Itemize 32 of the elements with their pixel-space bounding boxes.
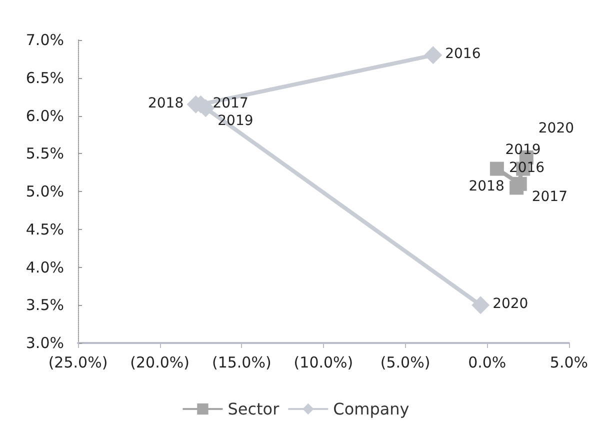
annotation: 2016 [445,46,481,62]
x-tick-label: (20.0%) [130,354,190,372]
y-tick-label: 7.0% [26,31,64,49]
y-tick-label: 3.0% [26,334,64,352]
annotation: 2019 [505,142,541,158]
y-tick-label: 3.5% [26,296,64,314]
x-tick-label: 5.0% [550,354,588,372]
annotation: 2016 [508,160,545,176]
annotation: 2020 [492,296,528,312]
x-tick-label: (15.0%) [212,354,272,372]
point [424,46,442,64]
annotation: 2018 [468,178,504,195]
legend-label: Sector [228,400,280,418]
annotation: 2017 [212,95,248,112]
point [472,296,490,314]
annotation: 2019 [218,113,254,130]
x-tick-label: (25.0%) [48,354,108,372]
x-tick-label: (5.0%) [380,354,430,372]
point [490,162,504,176]
annotation: 2018 [148,95,184,112]
x-tick-label: 0.0% [468,354,506,372]
legend-label: Company [333,400,410,418]
y-tick-label: 6.5% [26,68,64,87]
annotation: 2020 [538,120,574,136]
point [510,180,524,195]
y-tick-label: 4.0% [26,258,64,276]
annotation: 2017 [532,188,568,205]
y-tick-label: 5.0% [26,182,64,200]
y-tick-label: 5.5% [26,144,64,163]
y-tick-label: 4.5% [26,220,64,238]
x-tick-label: (10.0%) [294,354,354,372]
y-tick-label: 6.0% [26,106,64,125]
